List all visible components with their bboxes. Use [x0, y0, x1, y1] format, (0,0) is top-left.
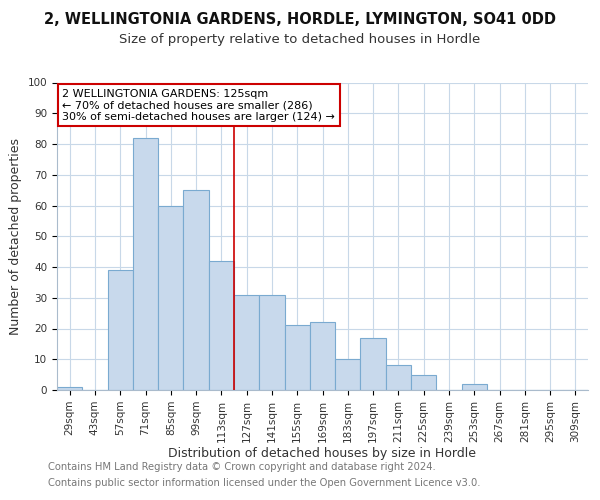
Bar — [209, 261, 234, 390]
Bar — [158, 206, 184, 390]
Bar — [310, 322, 335, 390]
Bar — [461, 384, 487, 390]
Bar — [411, 374, 436, 390]
Bar — [386, 366, 411, 390]
Bar — [133, 138, 158, 390]
Text: Contains public sector information licensed under the Open Government Licence v3: Contains public sector information licen… — [48, 478, 481, 488]
Y-axis label: Number of detached properties: Number of detached properties — [9, 138, 22, 335]
Text: Contains HM Land Registry data © Crown copyright and database right 2024.: Contains HM Land Registry data © Crown c… — [48, 462, 436, 472]
Bar — [107, 270, 133, 390]
Text: 2, WELLINGTONIA GARDENS, HORDLE, LYMINGTON, SO41 0DD: 2, WELLINGTONIA GARDENS, HORDLE, LYMINGT… — [44, 12, 556, 28]
Text: 2 WELLINGTONIA GARDENS: 125sqm
← 70% of detached houses are smaller (286)
30% of: 2 WELLINGTONIA GARDENS: 125sqm ← 70% of … — [62, 88, 335, 122]
Text: Size of property relative to detached houses in Hordle: Size of property relative to detached ho… — [119, 32, 481, 46]
Bar — [184, 190, 209, 390]
Bar — [284, 326, 310, 390]
Bar — [335, 359, 361, 390]
Bar — [259, 294, 284, 390]
X-axis label: Distribution of detached houses by size in Hordle: Distribution of detached houses by size … — [169, 448, 476, 460]
Bar — [234, 294, 259, 390]
Bar — [57, 387, 82, 390]
Bar — [361, 338, 386, 390]
